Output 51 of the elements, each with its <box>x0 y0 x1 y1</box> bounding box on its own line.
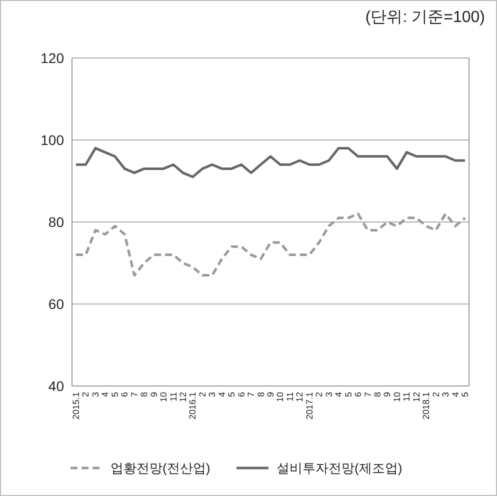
x-tick-label: 10 <box>158 392 169 402</box>
x-tick-label: 2016.1 <box>188 392 198 420</box>
x-tick-label: 4 <box>450 392 460 398</box>
x-tick-label: 3 <box>324 392 334 398</box>
y-tick-label: 60 <box>48 296 64 312</box>
y-tick-label: 120 <box>40 50 64 66</box>
x-tick-label: 4 <box>100 392 110 398</box>
text: (단위: 기준=100) <box>365 9 485 26</box>
x-tick-label: 2018.1 <box>421 392 432 420</box>
x-tick-label: 10 <box>392 392 402 402</box>
x-tick-label: 12 <box>178 392 188 402</box>
x-tick-label: 8 <box>256 392 266 398</box>
x-tick-label: 9 <box>266 392 276 398</box>
x-tick-label: 7 <box>129 392 140 398</box>
x-tick-label: 3 <box>207 392 218 398</box>
x-tick-label: 11 <box>284 392 295 402</box>
x-tick-label: 4 <box>334 392 344 398</box>
x-tick-label: 3 <box>90 392 100 398</box>
x-tick-label: 8 <box>139 392 150 398</box>
x-tick-label: 4 <box>216 392 227 398</box>
y-tick-label: 80 <box>48 214 64 230</box>
x-tick-label: 6 <box>353 392 364 398</box>
x-tick-label: 7 <box>362 392 373 398</box>
line-series <box>74 212 466 277</box>
x-tick-label: 2 <box>197 392 208 398</box>
x-tick-label: 8 <box>372 392 382 398</box>
x-tick-label: 2017.1 <box>304 392 314 420</box>
x-tick-label: 9 <box>382 392 392 398</box>
y-tick-label: 100 <box>40 132 64 148</box>
legend-label: 업황전망(전산업) <box>110 460 210 476</box>
x-tick-label: 5 <box>110 392 120 398</box>
x-tick-label: 12 <box>294 392 305 402</box>
x-tick-label: 9 <box>148 392 159 398</box>
x-tick-label: 7 <box>246 392 256 398</box>
x-tick-label: 6 <box>236 392 246 398</box>
x-tick-label: 2015.1 <box>71 392 81 420</box>
x-tick-label: 5 <box>226 392 237 398</box>
x-tick-label: 6 <box>120 392 130 398</box>
x-tick-label: 2 <box>314 392 324 398</box>
x-tick-label: 12 <box>411 392 422 402</box>
x-tick-label: 5 <box>343 392 354 398</box>
x-tick-label: 3 <box>440 392 451 398</box>
x-tick-label: 2 <box>430 392 441 398</box>
legend-label: 설비투자전망(제조업) <box>276 460 402 476</box>
line-series <box>74 146 466 178</box>
x-tick-label: 10 <box>275 392 286 402</box>
x-tick-label: 5 <box>460 392 470 398</box>
x-tick-label: 2 <box>80 392 91 398</box>
x-tick-label: 11 <box>402 392 412 402</box>
x-tick-label: 11 <box>168 392 178 402</box>
y-tick-label: 40 <box>48 378 64 394</box>
